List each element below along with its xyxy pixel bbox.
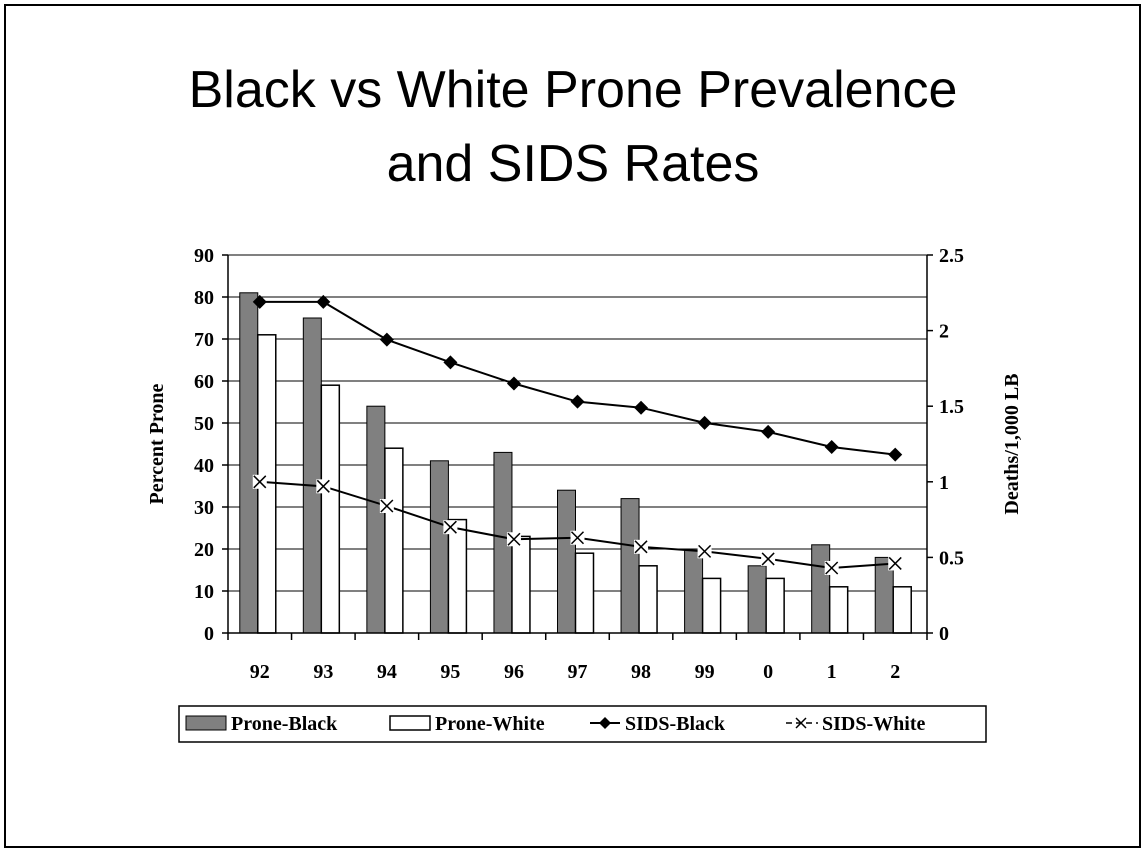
sids-white-point bbox=[506, 532, 521, 547]
legend-marker-sids-black bbox=[599, 717, 611, 729]
bar-prone-white bbox=[701, 577, 722, 634]
y-tick-label-right: 2 bbox=[939, 321, 949, 343]
bar-prone-black bbox=[239, 292, 259, 634]
bar-prone-black bbox=[557, 489, 576, 634]
bar-prone-white bbox=[574, 552, 595, 634]
legend-label-prone-black: Prone-Black bbox=[231, 713, 338, 735]
sids-black-line bbox=[259, 300, 896, 456]
legend-label-sids-white: SIDS-White bbox=[822, 713, 925, 735]
sids-black-point bbox=[443, 355, 458, 370]
x-tick-label: 96 bbox=[504, 661, 524, 683]
sids-white-point bbox=[697, 544, 712, 559]
bar-prone-black bbox=[302, 317, 322, 634]
bar-prone-white bbox=[828, 586, 849, 634]
sids-black-point bbox=[316, 294, 331, 309]
x-tick-label: 1 bbox=[827, 661, 837, 683]
sids-black-point bbox=[506, 376, 521, 391]
bar-prone-black bbox=[811, 544, 831, 634]
legend-label-prone-white: Prone-White bbox=[435, 713, 545, 735]
y-tick-label-left: 0 bbox=[204, 623, 214, 645]
y-tick-label-right: 2.5 bbox=[939, 245, 964, 267]
sids-white-point bbox=[443, 520, 458, 535]
x-tick-label: 92 bbox=[250, 661, 270, 683]
y-tick-label-right: 1.5 bbox=[939, 396, 964, 418]
sids-white-point bbox=[888, 556, 903, 571]
bar-prone-white bbox=[892, 586, 912, 634]
legend-box bbox=[178, 705, 987, 743]
y-tick-label-left: 50 bbox=[194, 413, 214, 435]
bar-prone-white bbox=[320, 384, 341, 634]
sids-black-point bbox=[761, 424, 776, 439]
sids-black-point bbox=[824, 440, 839, 455]
bar-prone-white bbox=[638, 565, 658, 634]
sids-white-point bbox=[570, 530, 585, 545]
slide-title-line2: and SIDS Rates bbox=[386, 135, 760, 193]
sids-white-point bbox=[824, 560, 839, 575]
sids-black-point bbox=[888, 447, 903, 462]
sids-black-point bbox=[697, 415, 712, 430]
sids-white-point bbox=[634, 539, 649, 554]
x-tick-label: 93 bbox=[313, 661, 333, 683]
y-tick-label-left: 80 bbox=[194, 287, 214, 309]
bar-prone-black bbox=[684, 548, 704, 634]
bar-prone-white bbox=[447, 518, 468, 634]
y-tick-label-right: 1 bbox=[939, 472, 949, 494]
sids-white-point bbox=[316, 479, 331, 494]
y-tick-label-right: 0.5 bbox=[939, 547, 964, 569]
x-tick-label: 95 bbox=[440, 661, 460, 683]
y-tick-label-left: 70 bbox=[194, 329, 214, 351]
bar-prone-white bbox=[765, 577, 785, 634]
sids-white-point bbox=[252, 474, 267, 489]
legend-swatch-prone-white bbox=[389, 715, 431, 731]
y-tick-label-left: 90 bbox=[194, 245, 214, 267]
sids-white-point bbox=[761, 551, 776, 566]
y-tick-label-left: 20 bbox=[194, 539, 214, 561]
y-tick-label-left: 60 bbox=[194, 371, 214, 393]
bar-prone-white bbox=[511, 535, 531, 634]
sids-black-point bbox=[252, 294, 267, 309]
y-tick-label-left: 40 bbox=[194, 455, 214, 477]
bar-prone-black bbox=[620, 498, 640, 634]
x-tick-label: 97 bbox=[568, 661, 588, 683]
y-tick-label-right: 0 bbox=[939, 623, 949, 645]
sids-black-point bbox=[570, 394, 585, 409]
legend-label-sids-black: SIDS-Black bbox=[625, 713, 726, 735]
y-tick-label-left: 30 bbox=[194, 497, 214, 519]
bar-prone-black bbox=[366, 405, 386, 634]
y-tick-label-left: 10 bbox=[194, 581, 214, 603]
bar-prone-black bbox=[747, 565, 767, 634]
bar-prone-black bbox=[429, 460, 449, 634]
x-tick-label: 94 bbox=[377, 661, 397, 683]
x-tick-label: 2 bbox=[890, 661, 900, 683]
x-tick-label: 98 bbox=[631, 661, 651, 683]
legend-swatch-prone-black bbox=[185, 715, 227, 731]
y-axis-title-right: Deaths/1,000 LB bbox=[1001, 373, 1023, 514]
sids-white-point bbox=[379, 498, 394, 513]
sids-black-point bbox=[379, 332, 394, 347]
sids-black-point bbox=[634, 400, 649, 415]
x-tick-label: 0 bbox=[763, 661, 773, 683]
bar-prone-white bbox=[384, 447, 404, 634]
x-tick-label: 99 bbox=[695, 661, 715, 683]
legend-marker-sids-white-b bbox=[795, 717, 807, 729]
y-axis-title-left: Percent Prone bbox=[146, 383, 168, 504]
slide-title-line1: Black vs White Prone Prevalence bbox=[188, 61, 958, 119]
